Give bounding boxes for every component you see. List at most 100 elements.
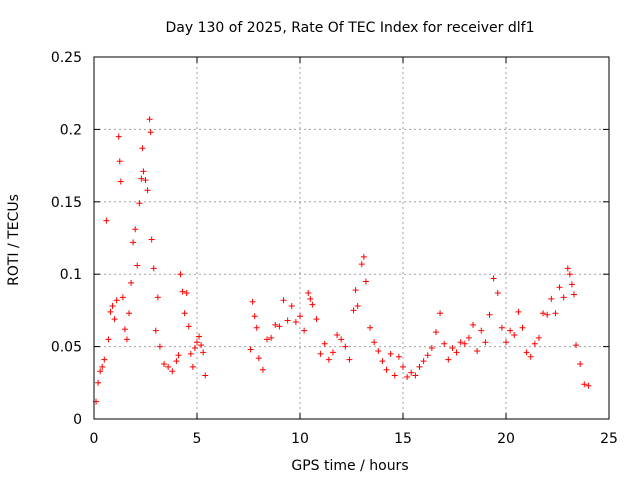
data-point [200, 349, 207, 356]
data-point [146, 116, 153, 123]
grid-lines [94, 57, 609, 419]
data-point [329, 349, 336, 356]
data-point [531, 340, 538, 347]
data-point [453, 349, 460, 356]
y-tick-label: 0.25 [51, 50, 82, 66]
data-point [280, 297, 287, 304]
data-point [307, 295, 314, 302]
data-point [284, 317, 291, 324]
data-point [552, 310, 559, 317]
data-point [338, 336, 345, 343]
data-point [142, 177, 149, 184]
data-point [461, 340, 468, 347]
x-tick-label: 10 [291, 431, 309, 447]
data-point [144, 187, 151, 194]
y-tick-label: 0.1 [60, 267, 82, 283]
data-points [93, 116, 592, 405]
data-point [325, 356, 332, 363]
data-point [560, 294, 567, 301]
data-point [457, 339, 464, 346]
data-point [360, 253, 367, 260]
data-point [581, 381, 588, 388]
data-point [119, 294, 126, 301]
data-point [253, 324, 260, 331]
data-point [564, 265, 571, 272]
data-point [183, 290, 190, 297]
data-point [121, 326, 128, 333]
data-point [486, 311, 493, 318]
data-point [249, 298, 256, 305]
data-point [540, 310, 547, 317]
data-point [251, 313, 258, 320]
data-point [115, 133, 122, 140]
data-point [548, 295, 555, 302]
data-point [116, 158, 123, 165]
data-point [165, 363, 172, 370]
x-tick-label: 15 [394, 431, 412, 447]
chart-title: Day 130 of 2025, Rate Of TEC Index for r… [166, 20, 535, 36]
data-point [362, 278, 369, 285]
data-point [138, 175, 145, 182]
data-point [268, 334, 275, 341]
data-point [191, 345, 198, 352]
data-point [113, 297, 120, 304]
data-point [161, 360, 168, 367]
data-point [445, 356, 452, 363]
data-point [95, 379, 102, 386]
data-point [577, 360, 584, 367]
data-point [420, 358, 427, 365]
data-point [276, 323, 283, 330]
data-point [264, 336, 271, 343]
y-tick-label: 0.05 [51, 340, 82, 356]
data-point [196, 333, 203, 340]
data-point [556, 284, 563, 291]
x-tick-label: 0 [90, 431, 99, 447]
data-point [585, 382, 592, 389]
data-point [111, 316, 118, 323]
data-point [395, 353, 402, 360]
data-point [449, 345, 456, 352]
data-point [371, 339, 378, 346]
data-point [408, 369, 415, 376]
data-point [101, 356, 108, 363]
x-tick-label: 25 [600, 431, 618, 447]
data-point [354, 303, 361, 310]
data-point [490, 275, 497, 282]
data-point [169, 368, 176, 375]
y-tick-label: 0.15 [51, 195, 82, 211]
data-point [375, 347, 382, 354]
data-point [367, 324, 374, 331]
data-point [109, 303, 116, 310]
data-point [292, 318, 299, 325]
data-point [147, 129, 154, 136]
data-point [470, 321, 477, 328]
data-point [136, 200, 143, 207]
data-point [152, 327, 159, 334]
data-point [424, 352, 431, 359]
data-point [498, 324, 505, 331]
data-point [573, 342, 580, 349]
data-point [148, 236, 155, 243]
data-point [154, 294, 161, 301]
data-point [317, 350, 324, 357]
data-point [404, 374, 411, 381]
data-point [105, 336, 112, 343]
data-point [202, 372, 209, 379]
data-point [503, 339, 509, 346]
x-tick-label: 5 [193, 431, 202, 447]
data-point [132, 226, 139, 233]
data-point [117, 178, 124, 185]
y-tick-label: 0 [73, 412, 82, 428]
data-point [305, 290, 312, 297]
data-point [156, 343, 163, 350]
data-point [187, 350, 194, 357]
data-point [416, 363, 423, 370]
data-point [412, 372, 419, 379]
data-point [173, 358, 180, 365]
data-point [387, 350, 394, 357]
data-point [185, 323, 192, 330]
data-point [519, 324, 526, 331]
data-point [400, 363, 406, 370]
data-point [130, 239, 137, 246]
